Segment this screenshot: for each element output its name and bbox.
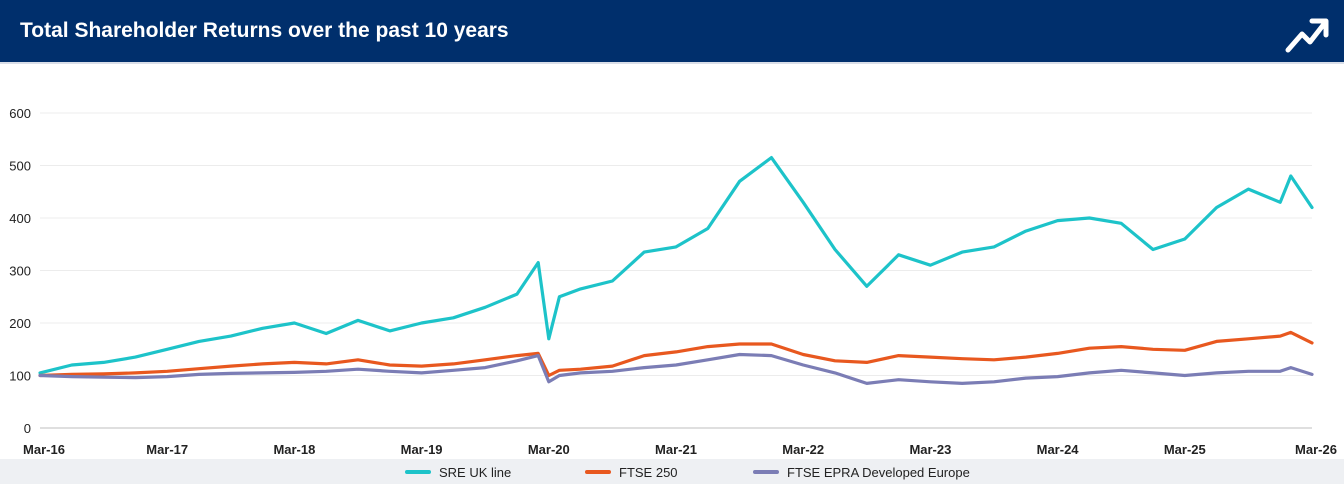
x-tick-label: Mar-25 bbox=[1164, 442, 1206, 457]
tsr-line-chart: 0 100 200 300 400 500 600 Mar-16 Mar-17 Mar-18 Mar… bbox=[9, 106, 1337, 457]
legend-label-sre: SRE UK line bbox=[439, 464, 512, 480]
y-tick-label: 0 bbox=[24, 421, 31, 436]
y-tick-label: 100 bbox=[9, 369, 31, 384]
x-tick-label: Mar-16 bbox=[23, 442, 65, 457]
y-tick-label: 400 bbox=[9, 211, 31, 226]
y-tick-label: 600 bbox=[9, 106, 31, 121]
x-tick-label: Mar-17 bbox=[146, 442, 188, 457]
x-tick-label: Mar-23 bbox=[909, 442, 951, 457]
x-tick-label: Mar-18 bbox=[273, 442, 315, 457]
y-tick-label: 200 bbox=[9, 316, 31, 331]
y-tick-label: 500 bbox=[9, 159, 31, 174]
chart-title: Total Shareholder Returns over the past … bbox=[20, 19, 509, 42]
x-tick-label: Mar-19 bbox=[401, 442, 443, 457]
legend-swatch-sre bbox=[405, 470, 431, 474]
y-tick-label: 300 bbox=[9, 264, 31, 279]
x-tick-label: Mar-20 bbox=[528, 442, 570, 457]
series-line-0 bbox=[38, 155, 1314, 375]
legend-label-ftse250: FTSE 250 bbox=[619, 464, 678, 480]
chart-legend: SRE UK line FTSE 250 FTSE EPRA Developed… bbox=[0, 459, 1344, 484]
x-tick-label: Mar-24 bbox=[1037, 442, 1080, 457]
chart-header: Total Shareholder Returns over the past … bbox=[0, 0, 1344, 64]
trend-up-icon bbox=[1285, 18, 1329, 53]
legend-swatch-ftse250 bbox=[585, 470, 611, 474]
series-line-1 bbox=[38, 330, 1314, 378]
x-tick-label: Mar-26 bbox=[1295, 442, 1337, 457]
legend-item-ftse250: FTSE 250 bbox=[585, 464, 678, 480]
x-tick-label: Mar-22 bbox=[782, 442, 824, 457]
x-tick-label: Mar-21 bbox=[655, 442, 697, 457]
legend-item-sre: SRE UK line bbox=[405, 464, 511, 480]
legend-label-epra: FTSE EPRA Developed Europe bbox=[787, 464, 970, 480]
legend-item-epra: FTSE EPRA Developed Europe bbox=[753, 464, 970, 480]
series-line-2 bbox=[38, 352, 1314, 385]
legend-swatch-epra bbox=[753, 470, 779, 474]
